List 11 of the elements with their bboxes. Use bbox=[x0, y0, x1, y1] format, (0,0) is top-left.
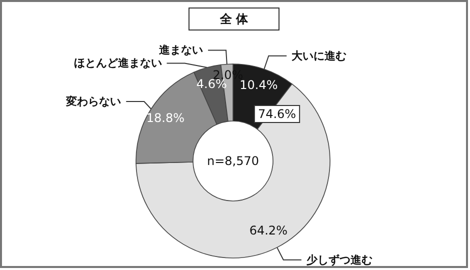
text: 74.6% bbox=[258, 107, 296, 121]
data-label: 18.8% bbox=[146, 111, 185, 126]
chart-title: 全 体 bbox=[218, 12, 250, 26]
slice-label: 少しずつ進む bbox=[305, 253, 372, 266]
slice-label: 大いに進む bbox=[292, 49, 347, 62]
slice-label: 変わらない bbox=[65, 95, 122, 108]
slice-label: ほとんど進まない bbox=[74, 56, 162, 70]
slice-label: 進まない bbox=[158, 44, 204, 57]
data-label: 64.2% bbox=[249, 224, 288, 238]
data-label: 10.4% bbox=[240, 78, 278, 92]
text: n=8,570 bbox=[206, 154, 260, 168]
